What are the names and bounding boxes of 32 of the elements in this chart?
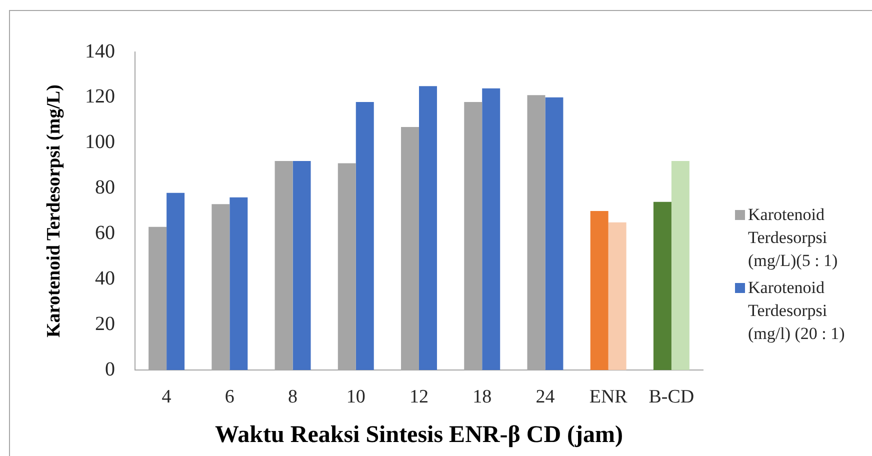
- y-tick-label: 60: [95, 222, 115, 244]
- bar: [166, 192, 185, 370]
- y-tick-label: 140: [85, 40, 115, 62]
- x-tick-label: B-CD: [648, 386, 694, 408]
- y-tick-label: 0: [105, 358, 115, 380]
- legend-label: Karotenoid Terdesorpsi (mg/L)(5 : 1): [748, 204, 839, 272]
- bar: [608, 222, 626, 370]
- bar: [545, 97, 564, 370]
- bar: [482, 88, 500, 370]
- x-tick-label: 4: [162, 386, 172, 408]
- x-tick-label: 6: [224, 386, 234, 408]
- bar: [419, 86, 437, 370]
- x-tick-label: 8: [288, 386, 298, 408]
- y-tick-label: 120: [85, 86, 115, 108]
- y-tick-label: 100: [85, 131, 115, 154]
- x-tick-label: ENR: [589, 386, 628, 408]
- bar: [590, 211, 608, 370]
- y-tick-label: 20: [95, 312, 115, 335]
- x-tick-label: 18: [472, 386, 492, 408]
- x-tick-label: 10: [346, 386, 366, 408]
- bar: [230, 197, 248, 370]
- bar: [292, 161, 311, 370]
- legend-label: Karotenoid Terdesorpsi (mg/l) (20 : 1): [748, 277, 846, 345]
- x-axis-title: Waktu Reaksi Sintesis ENR-β CD (jam): [215, 422, 623, 448]
- y-tick-label: 80: [95, 176, 115, 199]
- bar: [671, 161, 690, 370]
- y-axis-title: Karotenoid Terdesorpsi (mg/L): [43, 84, 64, 338]
- bar: [356, 102, 374, 370]
- bar: [653, 202, 672, 370]
- x-tick-label: 12: [410, 386, 428, 408]
- y-tick-label: 40: [95, 267, 115, 290]
- x-tick-label: 24: [536, 386, 556, 408]
